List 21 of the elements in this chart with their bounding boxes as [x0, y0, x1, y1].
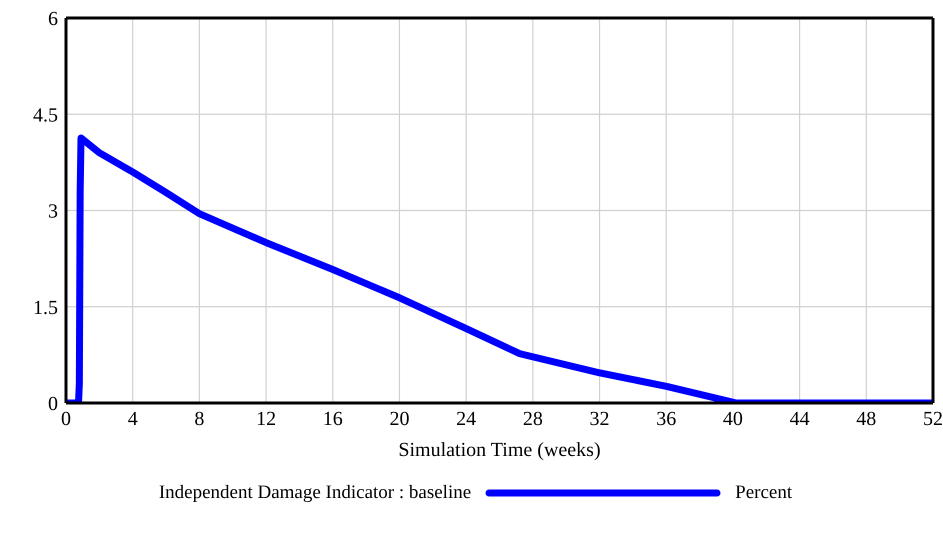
x-tick-label: 12 — [256, 408, 276, 430]
x-tick-label: 16 — [322, 408, 343, 430]
x-tick-label: 8 — [194, 408, 204, 430]
x-tick-label: 20 — [389, 408, 410, 430]
y-tick-label: 1.5 — [33, 296, 58, 319]
x-tick-label: 28 — [522, 408, 543, 430]
y-tick-label: 6 — [48, 8, 58, 30]
x-tick-label: 36 — [656, 408, 676, 430]
y-tick-label: 0 — [48, 393, 58, 416]
y-tick-label: 3 — [48, 200, 58, 223]
text: Independent Damage Indicator : baseline — [158, 482, 472, 504]
text: Percent — [735, 482, 792, 504]
x-tick-label: 52 — [923, 408, 943, 430]
x-tick-label: 24 — [456, 408, 476, 430]
x-axis-title: Simulation Time (weeks) — [398, 439, 601, 461]
x-tick-label: 48 — [856, 408, 876, 430]
y-tick-label: 4.5 — [33, 104, 58, 126]
x-tick-label: 40 — [722, 408, 743, 430]
x-tick-label: 32 — [590, 408, 610, 430]
x-tick-label: 44 — [790, 408, 810, 430]
x-tick-label: 4 — [128, 408, 138, 430]
